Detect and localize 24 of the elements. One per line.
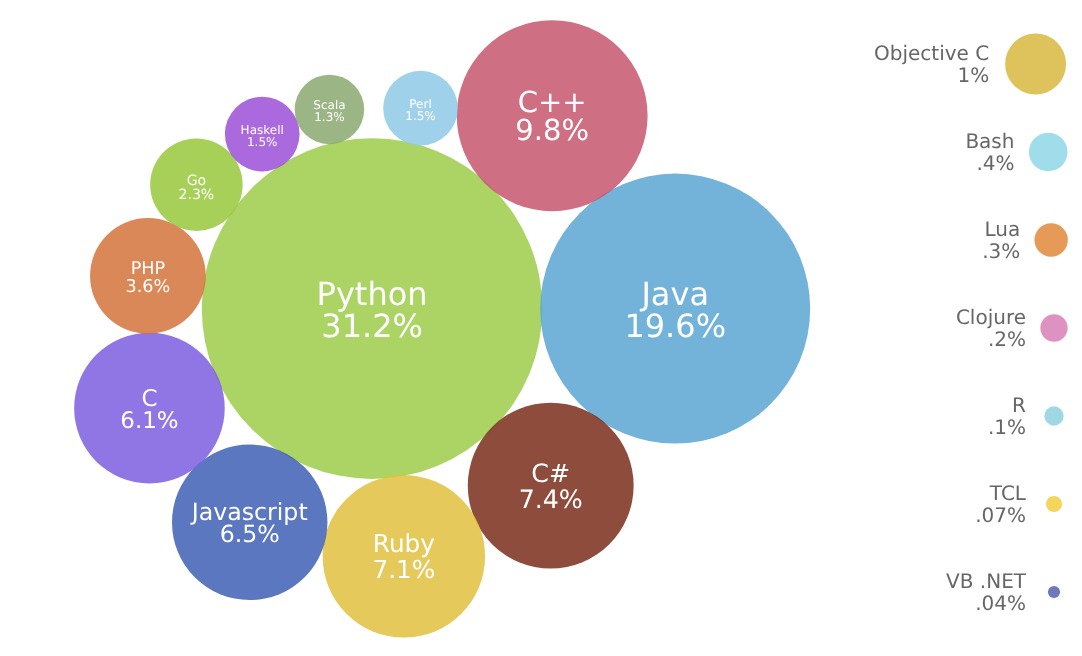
category-label: Lua: [984, 220, 1021, 242]
data-label: 1%: [957, 66, 990, 88]
data-label: .2%: [987, 330, 1026, 352]
category-label: Ruby: [372, 530, 435, 559]
data-label: .3%: [982, 242, 1021, 264]
data-label: .4%: [976, 154, 1015, 176]
category-label: TCL: [987, 484, 1027, 506]
data-label: .1%: [987, 418, 1026, 440]
data-label: 9.8%: [515, 115, 590, 148]
category-label: C#: [531, 457, 571, 488]
category-label: R: [1012, 396, 1027, 418]
data-label: .07%: [975, 506, 1026, 528]
data-label: 3.6%: [125, 277, 171, 298]
category-label: Java: [639, 274, 710, 313]
category-label: VB .NET: [946, 572, 1028, 594]
category-label: Clojure: [955, 308, 1026, 330]
category-label: Bash: [965, 132, 1015, 154]
category-label: Objective C: [874, 44, 990, 66]
category-label: Python: [316, 274, 428, 313]
data-label: 7.4%: [518, 483, 583, 514]
data-label: .04%: [975, 594, 1026, 616]
category-label: C++: [517, 87, 587, 120]
data-label: 7.1%: [372, 556, 436, 585]
category-label: PHP: [130, 259, 166, 280]
